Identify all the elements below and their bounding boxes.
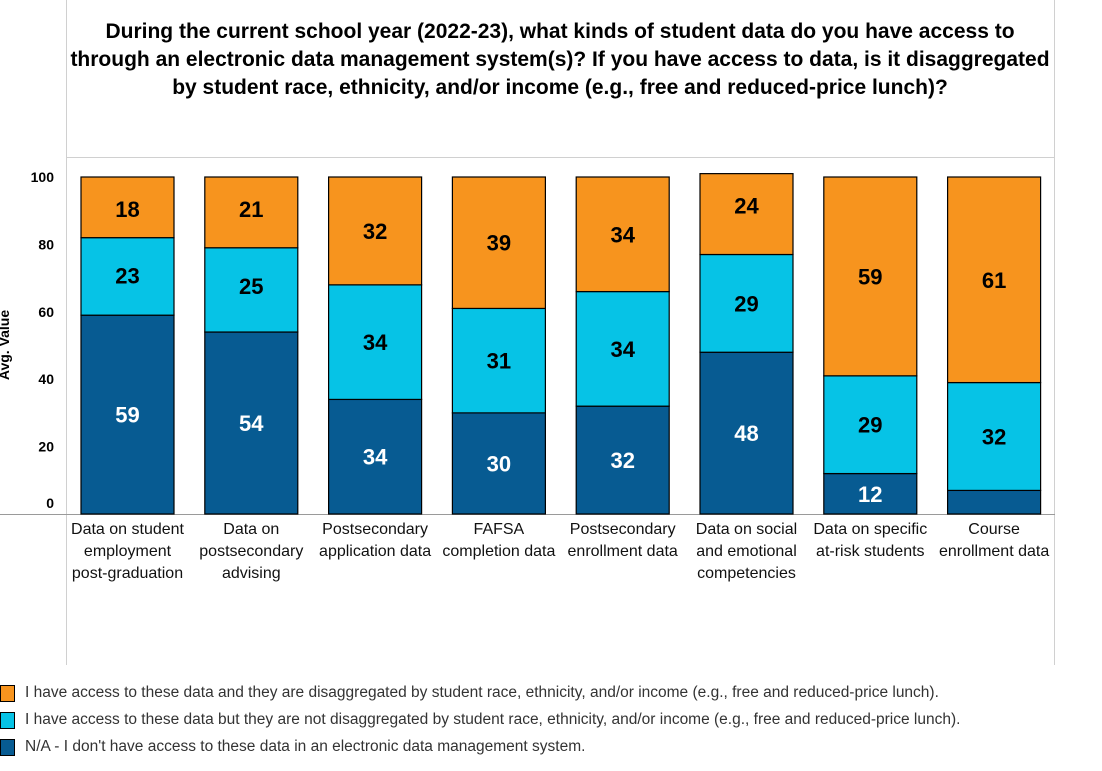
- data-label: 21: [239, 197, 263, 222]
- legend-swatch: [0, 738, 15, 756]
- y-tick-label: 0: [46, 495, 54, 511]
- data-label: 59: [858, 264, 882, 289]
- bar-segment: [946, 489, 1042, 515]
- legend-item: I have access to these data but they are…: [0, 709, 960, 731]
- x-category-label: Data on student employment post-graduati…: [71, 521, 184, 582]
- x-category-label: FAFSA completion data: [442, 521, 556, 560]
- y-tick-label: 80: [38, 236, 54, 252]
- bar-segment: [823, 375, 918, 475]
- legend-label: I have access to these data and they are…: [25, 684, 939, 701]
- data-label: 34: [363, 445, 388, 470]
- frame-left-line: [66, 0, 67, 665]
- y-axis-label: Avg. Value: [0, 310, 12, 381]
- bar-segment: [575, 290, 670, 407]
- bar-segment: [204, 176, 299, 249]
- data-label: 32: [363, 219, 387, 244]
- legend-label: I have access to these data but they are…: [25, 711, 961, 728]
- chart-title: During the current school year (2022-23)…: [70, 20, 1050, 99]
- data-label: 48: [734, 421, 758, 446]
- x-category-label: Postsecondary application data: [319, 521, 432, 560]
- x-category-label: Course enrollment data: [938, 521, 1050, 560]
- title-divider: [66, 157, 1055, 158]
- bar-segment: [699, 351, 794, 515]
- legend-item: N/A - I don't have access to these data …: [0, 736, 585, 758]
- frame-right-line: [1054, 0, 1055, 665]
- bar-segment: [328, 176, 423, 286]
- data-label: 39: [487, 231, 511, 256]
- data-label: 54: [239, 411, 264, 436]
- bar-segment: [204, 247, 299, 333]
- bar-segment: [575, 176, 670, 293]
- stacked-bar-chart: 0 20 40 60 80 100 Avg. Value 59 23 18 54 25 21 34 34 32…: [0, 169, 1042, 515]
- data-label: 24: [734, 194, 759, 219]
- data-label: 34: [363, 330, 388, 355]
- bar-segment: [823, 176, 918, 377]
- y-tick-label: 100: [31, 169, 55, 185]
- x-category-label: Data on postsecondary advising: [199, 521, 304, 582]
- data-label: 12: [858, 482, 882, 507]
- bar-segment: [204, 331, 299, 515]
- legend-item: I have access to these data and they are…: [0, 682, 939, 704]
- data-label: 32: [982, 424, 1006, 449]
- legend-label: N/A - I don't have access to these data …: [25, 738, 586, 755]
- data-label: 23: [115, 264, 139, 289]
- bar-segment: [451, 307, 546, 414]
- data-label: 30: [487, 451, 511, 476]
- legend-swatch: [0, 684, 15, 702]
- data-label: 32: [610, 448, 634, 473]
- bar-segment: [80, 176, 175, 239]
- bar-segment: [80, 314, 175, 515]
- data-label: 29: [734, 291, 758, 316]
- bar-segment: [451, 176, 546, 310]
- bar-segment: [328, 398, 423, 515]
- bar-segment: [80, 237, 175, 316]
- legend-swatch: [0, 711, 15, 729]
- x-category-label: Data on specific at-risk students: [813, 521, 928, 560]
- data-label: 31: [487, 349, 511, 374]
- bar-segment: [451, 412, 546, 515]
- x-category-label: Postsecondary enrollment data: [567, 521, 678, 560]
- y-tick-label: 20: [38, 439, 54, 455]
- y-tick-label: 60: [38, 304, 54, 320]
- data-label: 18: [115, 197, 139, 222]
- data-label: 29: [858, 413, 882, 438]
- bar-segment: [575, 405, 670, 515]
- x-category-label: Data on social and emotional competencie…: [695, 521, 798, 582]
- data-label: 59: [115, 403, 139, 428]
- bar-segment: [699, 173, 794, 256]
- data-label: 25: [239, 274, 263, 299]
- bar-segment: [946, 176, 1042, 384]
- y-tick-label: 40: [38, 371, 54, 387]
- data-label: 34: [610, 222, 635, 247]
- data-label: 61: [982, 268, 1006, 293]
- data-label: 34: [610, 337, 635, 362]
- bar-segment: [328, 284, 423, 401]
